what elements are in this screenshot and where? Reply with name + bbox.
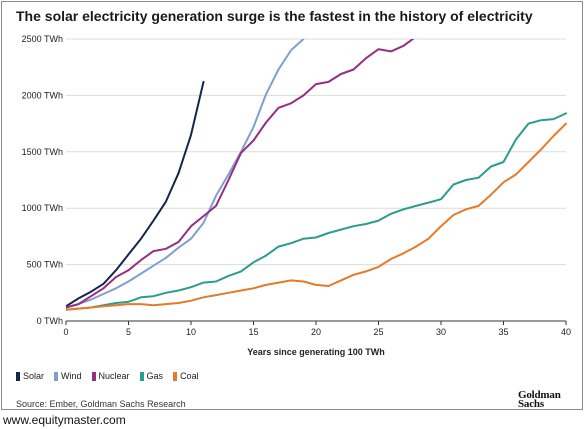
x-tick-label: 5 (126, 327, 131, 337)
series-line-coal (66, 122, 567, 311)
x-tick-label: 10 (186, 327, 196, 337)
x-tick-label: 15 (248, 327, 258, 337)
x-tick-label: 40 (561, 327, 571, 337)
chart-legend: Solar Wind Nuclear Gas Coal (16, 371, 199, 381)
goldman-sachs-logo: Goldman Sachs (518, 389, 561, 410)
legend-label: Wind (61, 371, 82, 381)
x-tick-label: 30 (436, 327, 446, 337)
x-axis-label: Years since generating 100 TWh (247, 347, 385, 357)
series-line-solar (66, 80, 205, 308)
y-axis-ticks: 0 TWh 500 TWh 1000 TWh 1500 TWh 2000 TWh 2500… (22, 34, 63, 326)
y-tick-label: 2500 TWh (22, 34, 63, 44)
watermark-text: www.equitymaster.com (3, 413, 126, 427)
y-tick-label: 0 TWh (37, 316, 63, 326)
legend-swatch (139, 371, 144, 381)
gridlines (66, 38, 566, 266)
chart-frame (1, 1, 583, 410)
legend-item-nuclear: Nuclear (91, 371, 130, 381)
source-note: Source: Ember, Goldman Sachs Research (16, 399, 186, 409)
x-axis-ticks: 0 5 10 15 20 25 30 35 40 (63, 321, 571, 337)
legend-swatch (54, 371, 59, 381)
legend-label: Nuclear (98, 371, 130, 381)
logo-line-1: Goldman (518, 389, 561, 401)
x-tick-label: 35 (498, 327, 508, 337)
y-tick-label: 500 TWh (27, 260, 63, 270)
legend-label: Coal (180, 371, 199, 381)
legend-item-gas: Gas (139, 371, 164, 381)
y-tick-label: 1000 TWh (22, 203, 63, 213)
legend-swatch (173, 371, 178, 381)
chart-title: The solar electricity generation surge i… (16, 8, 533, 24)
x-tick-label: 25 (373, 327, 383, 337)
y-tick-label: 2000 TWh (22, 90, 63, 100)
x-tick-label: 20 (311, 327, 321, 337)
series-line-wind (66, 39, 305, 309)
legend-swatch (91, 371, 96, 381)
x-tick-label: 0 (63, 327, 68, 337)
legend-label: Solar (23, 371, 45, 381)
series-lines (66, 39, 567, 311)
legend-swatch (16, 371, 20, 381)
series-line-gas (66, 112, 567, 311)
logo-line-2: Sachs (518, 398, 544, 410)
series-line-nuclear (66, 39, 415, 309)
legend-label: Gas (146, 371, 164, 381)
y-tick-label: 1500 TWh (22, 147, 63, 157)
legend-item-solar: Solar (16, 371, 44, 381)
legend-item-wind: Wind (54, 371, 82, 381)
legend-item-coal: Coal (173, 371, 199, 381)
